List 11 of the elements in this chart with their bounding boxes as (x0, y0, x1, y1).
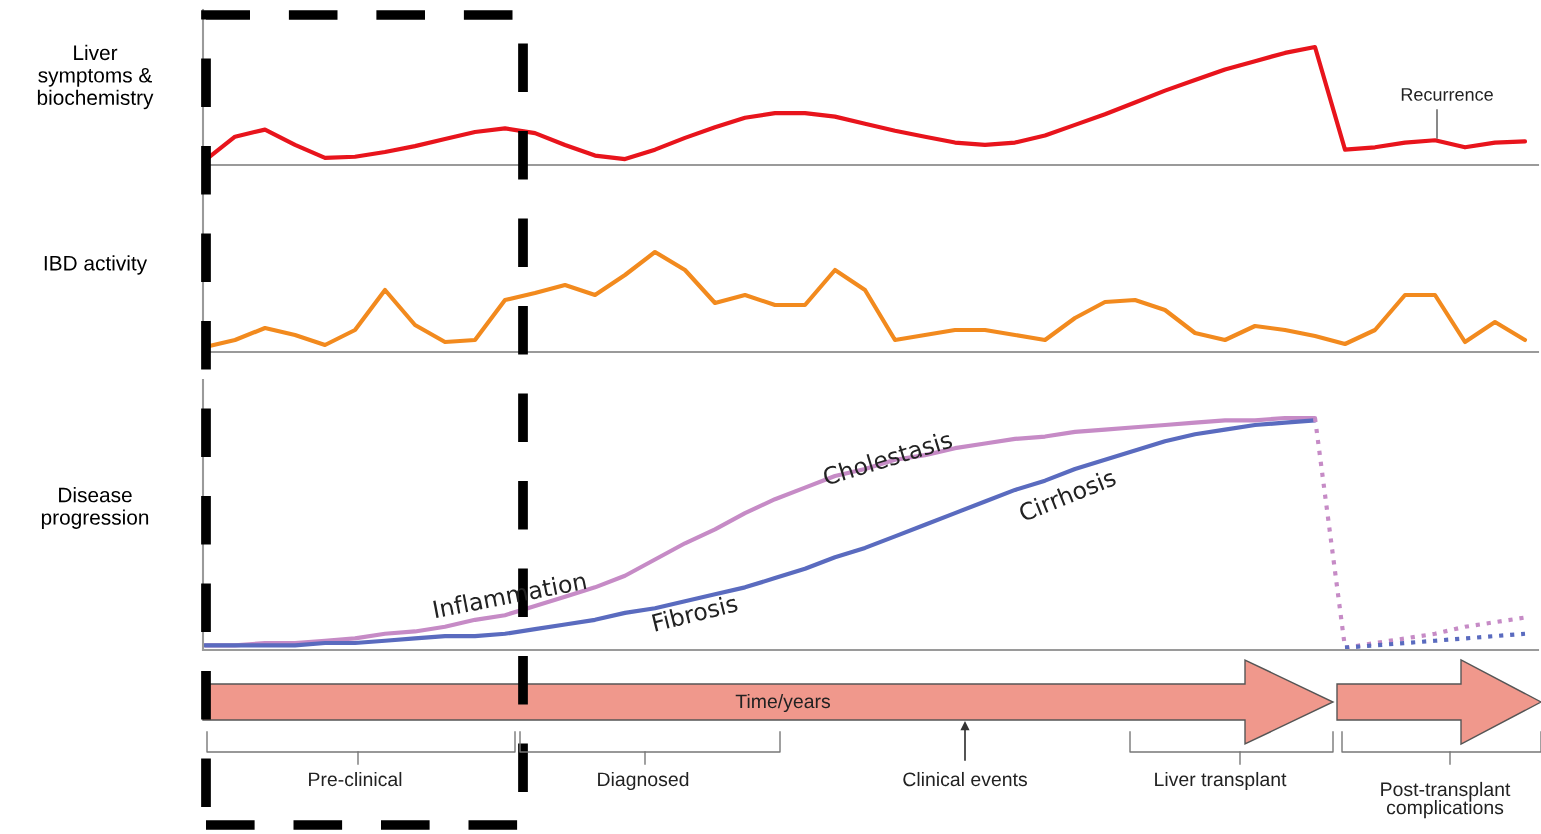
annotation: Recurrence (1401, 88, 1493, 101)
y-axis-title: Disease progression (41, 487, 149, 529)
text: Liver transplant (1155, 771, 1287, 791)
y-axis-title: IBD activity (44, 255, 148, 275)
text: Post-transplant complications (1381, 781, 1511, 819)
text: Pre-clinical (309, 771, 402, 787)
text: Time/years (735, 693, 831, 713)
annotation: Fibrosis (651, 593, 739, 632)
text: Clinical events (903, 771, 1027, 787)
y-axis-title: Liver symptoms & biochemistry (37, 44, 154, 110)
text: Diagnosed (598, 771, 689, 791)
